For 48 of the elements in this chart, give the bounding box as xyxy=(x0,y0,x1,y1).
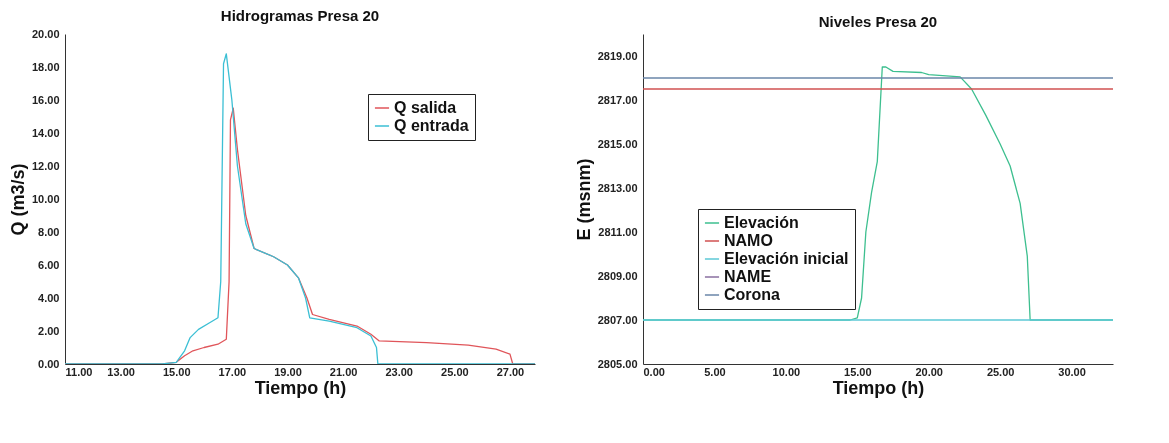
x-tick-label: 27.00 xyxy=(496,365,525,378)
y-tick-label: 2.00 xyxy=(38,324,60,337)
x-tick-label: 0.00 xyxy=(643,365,665,378)
x-tick-label: 21.00 xyxy=(329,365,358,378)
y-tick-label: 2813.00 xyxy=(597,181,638,194)
x-tick-label: 25.00 xyxy=(441,365,469,378)
y-axis-title: Q (m3/s) xyxy=(7,163,28,236)
y-tick-label: 2811.00 xyxy=(598,225,638,238)
y-tick-label: 2807.00 xyxy=(597,313,638,326)
y-tick-label: 8.00 xyxy=(38,225,60,238)
x-tick-label: 5.00 xyxy=(704,365,726,378)
y-tick-label: 2805.00 xyxy=(597,357,638,370)
y-tick-label: 2819.00 xyxy=(597,49,638,62)
legend-label: NAME xyxy=(724,268,772,285)
x-tick-label: 15.00 xyxy=(844,365,872,378)
legend-label: NAMO xyxy=(724,232,773,249)
y-tick-label: 2809.00 xyxy=(597,269,638,282)
x-tick-label: 15.00 xyxy=(162,365,191,378)
x-tick-label: 17.00 xyxy=(218,365,247,378)
y-axis-title: E (msnm) xyxy=(573,158,594,241)
x-tick-label: 19.00 xyxy=(274,365,302,378)
x-tick-label: 10.00 xyxy=(772,365,801,378)
legend-label: Q salida xyxy=(394,99,457,116)
x-tick-label: 25.00 xyxy=(986,365,1015,378)
y-tick-label: 2815.00 xyxy=(597,137,638,150)
x-tick-label: 11.00 xyxy=(65,365,93,378)
x-tick-label: 13.00 xyxy=(107,365,135,378)
y-tick-label: 18.00 xyxy=(31,60,60,73)
y-tick-label: 6.00 xyxy=(38,258,60,271)
y-tick-label: 16.00 xyxy=(31,93,60,106)
x-tick-label: 23.00 xyxy=(385,365,413,378)
legend-label: Q entrada xyxy=(394,117,469,134)
x-axis-title: Tiempo (h) xyxy=(254,377,347,398)
x-tick-label: 30.00 xyxy=(1058,365,1086,378)
legend-label: Corona xyxy=(724,286,781,303)
x-tick-label: 20.00 xyxy=(915,365,943,378)
y-tick-label: 4.00 xyxy=(38,291,60,304)
chart-title: Hidrogramas Presa 20 xyxy=(220,7,380,24)
legend-label: Elevación xyxy=(724,214,799,231)
x-axis-title: Tiempo (h) xyxy=(832,377,925,398)
chart-title: Niveles Presa 20 xyxy=(818,13,938,30)
y-tick-label: 12.00 xyxy=(31,159,60,172)
y-tick-label: 2817.00 xyxy=(597,93,638,106)
y-tick-label: 0.00 xyxy=(38,357,60,370)
y-tick-label: 14.00 xyxy=(31,126,60,139)
y-tick-label: 20.00 xyxy=(31,27,60,40)
legend-label: Elevación inicial xyxy=(724,250,849,267)
y-tick-label: 10.00 xyxy=(31,192,60,205)
